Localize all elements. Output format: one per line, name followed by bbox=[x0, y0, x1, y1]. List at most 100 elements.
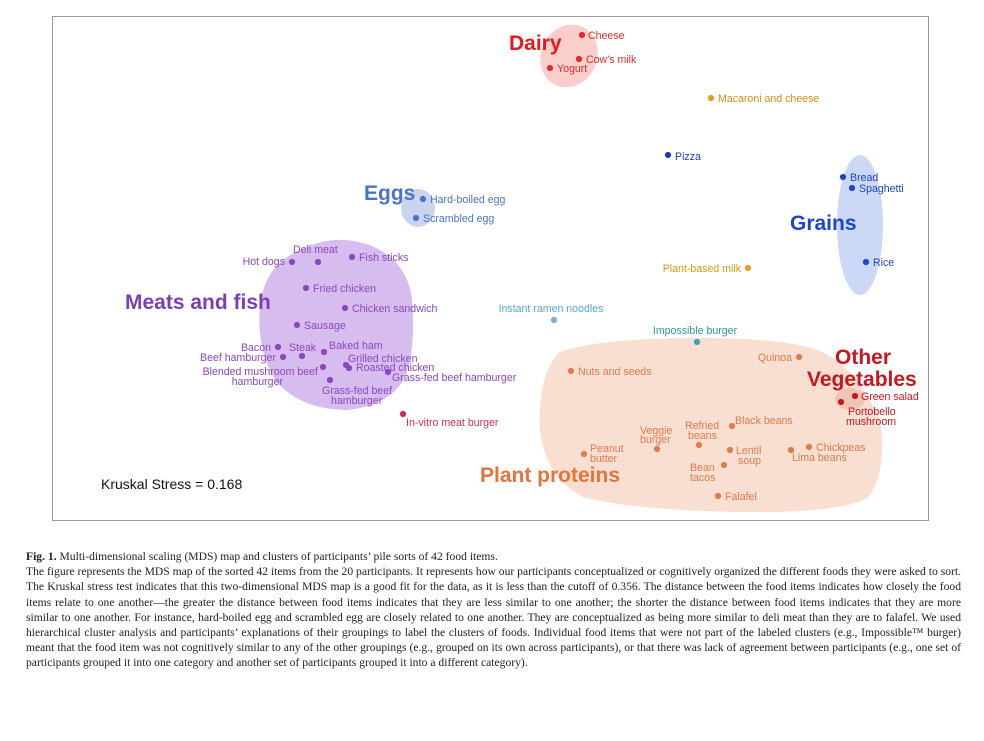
cluster-title-dairy: Dairy bbox=[509, 32, 562, 55]
cluster-region-plant bbox=[539, 338, 883, 512]
point-label-roasted-chicken: Roasted chicken bbox=[356, 362, 434, 374]
point-label-peanut-butter: Peanut butter bbox=[590, 443, 624, 465]
mds-map: Dairy Eggs Grains Meats and fish Other V… bbox=[101, 24, 919, 512]
point-label-lentil-soup-line-1: Lentil bbox=[736, 445, 761, 457]
point-label-hard-boiled-egg: Hard-boiled egg bbox=[430, 194, 505, 206]
point-label-macaroni: Macaroni and cheese bbox=[718, 93, 819, 105]
point-label-hot-dogs: Hot dogs bbox=[243, 256, 285, 268]
point-falafel bbox=[714, 492, 722, 500]
point-label-fish-sticks: Fish sticks bbox=[359, 252, 408, 264]
point-refried-beans bbox=[695, 441, 703, 449]
point-spaghetti bbox=[848, 184, 856, 192]
point-portobello-mushroom bbox=[837, 398, 845, 406]
point-label-cows-milk: Cow's milk bbox=[586, 54, 637, 66]
point-lentil-soup bbox=[726, 446, 734, 454]
point-label-falafel: Falafel bbox=[725, 491, 757, 503]
point-label-grass-fed-line-2: hamburger bbox=[331, 395, 383, 407]
point-label-black-beans: Black beans bbox=[735, 415, 793, 427]
point-label-fried-chicken: Fried chicken bbox=[313, 283, 376, 295]
point-chicken-sandwich bbox=[341, 304, 349, 312]
point-label-portobello: Portobello mushroom bbox=[846, 406, 896, 428]
point-green-salad bbox=[851, 392, 859, 400]
caption-title: Multi-dimensional scaling (MDS) map and … bbox=[59, 550, 498, 563]
point-label-refried-beans-line-1: Refried bbox=[685, 420, 719, 432]
point-label-lentil-soup: Lentil soup bbox=[736, 445, 761, 467]
point-nuts-and-seeds bbox=[567, 367, 575, 375]
point-scrambled-egg bbox=[412, 214, 420, 222]
figure-label: Fig. 1. bbox=[26, 550, 57, 563]
point-label-lima-beans: Lima beans bbox=[792, 452, 847, 464]
point-in-vitro-meat-burger bbox=[399, 410, 407, 418]
point-hard-boiled-egg bbox=[419, 195, 427, 203]
cluster-title-eggs: Eggs bbox=[364, 182, 415, 205]
point-label-grilled-salmon: Grass-fed beef hamburger bbox=[392, 372, 517, 384]
point-label-blended-mushroom-line-1: Blended mushroom beef bbox=[203, 366, 318, 378]
points-layer bbox=[274, 31, 870, 500]
point-label-lentil-soup-line-2: soup bbox=[738, 455, 761, 467]
point-cheese bbox=[578, 31, 586, 39]
point-label-peanut-butter-line-2: butter bbox=[590, 453, 618, 465]
point-roasted-chicken bbox=[345, 364, 353, 372]
point-label-chickpeas: Chickpeas bbox=[816, 442, 865, 454]
point-label-bean-tacos-line-2: tacos bbox=[690, 472, 715, 484]
point-steak bbox=[298, 352, 306, 360]
cluster-title-meats: Meats and fish bbox=[125, 291, 271, 314]
point-baked-ham bbox=[320, 348, 328, 356]
point-label-beef-hamburger: Beef hamburger bbox=[200, 352, 276, 364]
point-label-portobello-line-2: mushroom bbox=[846, 416, 896, 428]
point-labels: Cheese Cow's milk Yogurt Macaroni and ch… bbox=[200, 30, 919, 503]
point-label-grass-fed: Grass-fed beef hamburger bbox=[322, 385, 392, 407]
point-label-grass-fed-line-1: Grass-fed beef bbox=[322, 385, 392, 397]
point-instant-ramen-noodles bbox=[550, 316, 558, 324]
point-label-spaghetti: Spaghetti bbox=[859, 183, 904, 195]
point-lima-beans bbox=[787, 446, 795, 454]
point-blended-mushroom-beef-hamburger bbox=[319, 363, 327, 371]
cluster-regions bbox=[259, 24, 883, 512]
point-label-bean-tacos: Bean tacos bbox=[690, 462, 715, 484]
point-label-blended-mushroom: Blended mushroom beef hamburger bbox=[203, 366, 318, 388]
caption-body: The figure represents the MDS map of the… bbox=[26, 565, 961, 670]
kruskal-stress: Kruskal Stress = 0.168 bbox=[101, 476, 242, 492]
point-label-plant-based-milk: Plant-based milk bbox=[663, 263, 742, 275]
cluster-title-veg-line-2: Vegetables bbox=[807, 368, 917, 391]
point-label-bread: Bread bbox=[850, 172, 878, 184]
point-deli-meat bbox=[314, 258, 322, 266]
point-label-in-vitro: In-vitro meat burger bbox=[406, 417, 499, 429]
point-label-blended-mushroom-line-2: hamburger bbox=[232, 376, 284, 388]
cluster-titles: Dairy Eggs Grains Meats and fish Other V… bbox=[125, 32, 917, 487]
point-macaroni-and-cheese bbox=[707, 94, 715, 102]
point-label-scrambled-egg: Scrambled egg bbox=[423, 213, 494, 225]
point-veggie-burger bbox=[653, 445, 661, 453]
point-label-deli-meat: Deli meat bbox=[293, 244, 338, 256]
point-label-instant-ramen: Instant ramen noodles bbox=[499, 303, 604, 315]
point-label-veggie-burger-line-1: Veggie bbox=[640, 425, 673, 437]
point-hot-dogs bbox=[288, 258, 296, 266]
point-black-beans bbox=[728, 422, 736, 430]
cluster-title-veg-line-1: Other bbox=[835, 346, 891, 369]
point-label-bacon: Bacon bbox=[241, 342, 271, 354]
point-label-grilled-chicken: Grilled chicken bbox=[348, 353, 418, 365]
point-pizza bbox=[664, 151, 672, 159]
point-label-green-salad: Green salad bbox=[861, 391, 919, 403]
figure-caption: Fig. 1. Multi-dimensional scaling (MDS) … bbox=[26, 549, 961, 671]
point-yogurt bbox=[546, 64, 554, 72]
cluster-title-veg: Other Vegetables bbox=[807, 346, 917, 391]
cluster-title-grains: Grains bbox=[790, 212, 857, 235]
point-label-pizza: Pizza bbox=[675, 151, 701, 163]
point-peanut-butter bbox=[580, 450, 588, 458]
point-label-portobello-line-1: Portobello bbox=[848, 406, 896, 418]
cluster-title-plant: Plant proteins bbox=[480, 464, 620, 487]
point-cow-s-milk bbox=[575, 55, 583, 63]
point-label-sausage: Sausage bbox=[304, 320, 346, 332]
point-bean-tacos bbox=[720, 461, 728, 469]
point-label-peanut-butter-line-1: Peanut bbox=[590, 443, 624, 455]
point-label-refried-beans-line-2: beans bbox=[688, 430, 717, 442]
point-label-veggie-burger: Veggie burger bbox=[640, 425, 673, 446]
point-quinoa bbox=[795, 353, 803, 361]
caption-title-line: Fig. 1. Multi-dimensional scaling (MDS) … bbox=[26, 549, 961, 564]
cluster-region-meats bbox=[259, 239, 414, 410]
point-label-yogurt: Yogurt bbox=[557, 63, 587, 75]
point-impossible-burger bbox=[693, 338, 701, 346]
point-label-steak: Steak bbox=[289, 342, 317, 354]
point-rice bbox=[862, 258, 870, 266]
